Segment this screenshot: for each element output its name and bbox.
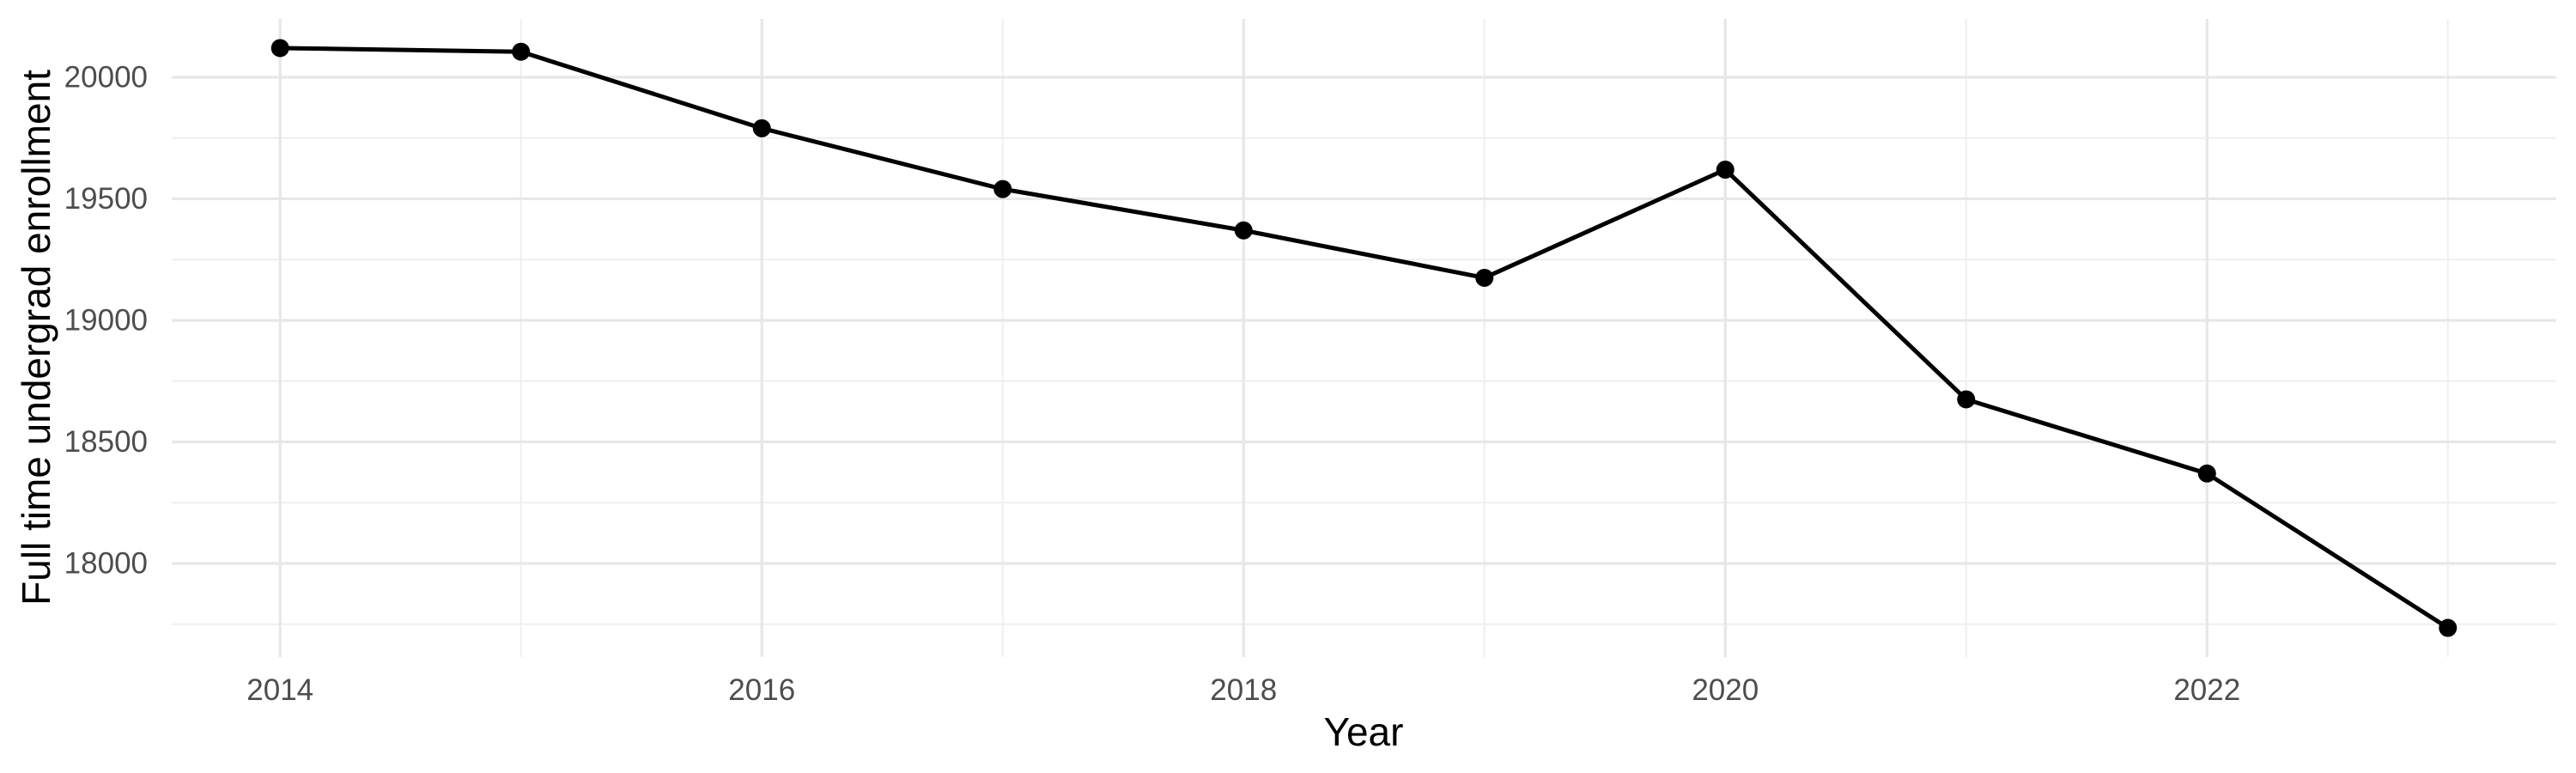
y-tick-label-18500: 18500 — [64, 425, 148, 459]
data-point-2019 — [1475, 268, 1494, 287]
line-series-layer — [270, 39, 2458, 637]
y-tick-label-19500: 19500 — [64, 182, 148, 216]
x-tick-label-2018: 2018 — [1210, 673, 1277, 707]
data-point-2022 — [2197, 464, 2216, 483]
y-axis-tick-labels: 18000 18500 19000 19500 20000 — [64, 60, 148, 580]
data-point-2018 — [1234, 221, 1253, 240]
data-point-2015 — [512, 42, 531, 61]
data-point-2016 — [752, 119, 771, 137]
minor-gridlines — [172, 19, 2556, 657]
data-point-2017 — [993, 180, 1012, 198]
enrollment-line — [280, 46, 2450, 630]
major-gridlines — [172, 19, 2556, 657]
x-tick-label-2016: 2016 — [728, 673, 795, 707]
data-point-2020 — [1716, 160, 1735, 179]
data-point-2023 — [2439, 618, 2458, 637]
data-point-2021 — [1957, 390, 1976, 409]
y-axis-title: Full time undergrad enrollment — [14, 70, 58, 606]
x-axis-title: Year — [1324, 709, 1404, 754]
y-tick-label-18000: 18000 — [64, 547, 148, 581]
x-tick-label-2014: 2014 — [246, 673, 313, 707]
data-point-2014 — [270, 39, 289, 58]
x-tick-label-2020: 2020 — [1692, 673, 1759, 707]
y-tick-label-19000: 19000 — [64, 303, 148, 337]
y-tick-label-20000: 20000 — [64, 60, 148, 94]
x-axis-tick-labels: 2014 2016 2018 2020 2022 — [246, 673, 2240, 707]
x-tick-label-2022: 2022 — [2173, 673, 2240, 707]
